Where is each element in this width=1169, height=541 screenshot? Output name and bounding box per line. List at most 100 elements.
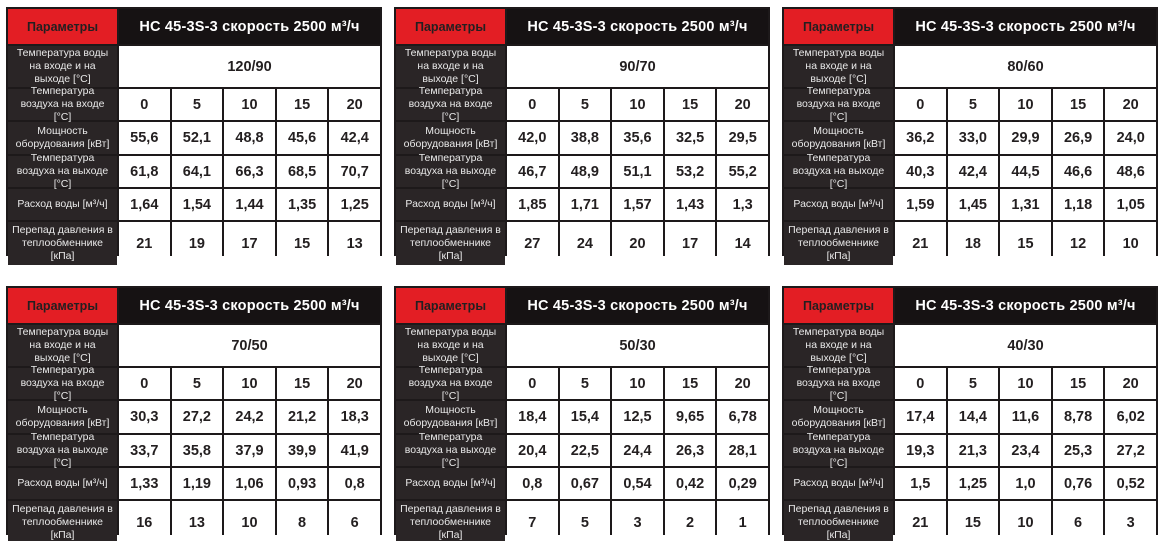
pressure-drop-value: 14 — [717, 222, 768, 266]
water-flow-value: 0,8 — [507, 468, 558, 499]
pressure-drop-value: 19 — [171, 222, 223, 266]
air-out-value: 39,9 — [276, 435, 328, 466]
air-out-value: 19,3 — [895, 435, 946, 466]
pressure-drop-value: 15 — [1000, 222, 1051, 266]
power-value: 38,8 — [559, 122, 611, 154]
pressure-drop-value: 7 — [507, 501, 558, 541]
air-in-value: 10 — [612, 368, 663, 399]
air-in-value: 5 — [559, 89, 611, 120]
power-value: 33,0 — [947, 122, 999, 154]
power-value: 29,5 — [717, 122, 768, 154]
water-flow-value: 0,8 — [329, 468, 380, 499]
row-label-water-temp: Температура воды на входе и на выходе [°… — [396, 46, 505, 87]
row-label-power: Мощность оборудования [кВт] — [8, 122, 117, 154]
water-flow-value: 1,31 — [1000, 189, 1051, 220]
air-in-value: 10 — [1000, 89, 1051, 120]
water-flow-value: 1,59 — [895, 189, 946, 220]
row-label-air-in: Температура воздуха на входе [°C] — [8, 85, 117, 123]
power-value: 12,5 — [612, 401, 663, 433]
air-in-value: 20 — [329, 368, 380, 399]
air-in-value: 0 — [119, 368, 170, 399]
power-value: 55,6 — [119, 122, 170, 154]
air-out-value: 40,3 — [895, 156, 946, 187]
params-badge: Параметры — [784, 9, 893, 44]
row-label-air-in: Температура воздуха на входе [°C] — [396, 364, 505, 402]
pressure-drop-value: 8 — [276, 501, 328, 541]
air-out-value: 37,9 — [224, 435, 275, 466]
air-out-value: 68,5 — [276, 156, 328, 187]
spec-table: Параметры НС 45-3S-3 скорость 2500 м³/ч … — [394, 286, 770, 541]
row-label-water-temp: Температура воды на входе и на выходе [°… — [8, 46, 117, 87]
row-label-air-out: Температура воздуха на выходе [°C] — [396, 431, 505, 469]
air-out-value: 21,3 — [947, 435, 999, 466]
water-flow-value: 1,85 — [507, 189, 558, 220]
spec-table: Параметры НС 45-3S-3 скорость 2500 м³/ч … — [782, 7, 1158, 266]
air-out-value: 70,7 — [329, 156, 380, 187]
air-out-value: 26,3 — [664, 435, 716, 466]
params-badge: Параметры — [396, 288, 505, 323]
table-title: НС 45-3S-3 скорость 2500 м³/ч — [895, 9, 1156, 44]
power-value: 21,2 — [276, 401, 328, 433]
air-in-value: 0 — [119, 89, 170, 120]
row-label-air-in: Температура воздуха на входе [°C] — [8, 364, 117, 402]
table-title: НС 45-3S-3 скорость 2500 м³/ч — [119, 288, 380, 323]
air-in-value: 15 — [1052, 89, 1104, 120]
power-value: 11,6 — [1000, 401, 1051, 433]
power-value: 24,0 — [1105, 122, 1156, 154]
pressure-drop-value: 18 — [947, 222, 999, 266]
row-label-water-temp: Температура воды на входе и на выходе [°… — [396, 325, 505, 366]
row-label-water-flow: Расход воды [м³/ч] — [396, 468, 505, 499]
air-out-value: 33,7 — [119, 435, 170, 466]
air-in-value: 20 — [717, 368, 768, 399]
air-in-value: 10 — [612, 89, 663, 120]
row-label-power: Мощность оборудования [кВт] — [8, 401, 117, 433]
row-label-water-temp: Температура воды на входе и на выходе [°… — [784, 46, 893, 87]
row-label-water-temp: Температура воды на входе и на выходе [°… — [8, 325, 117, 366]
pressure-drop-value: 6 — [329, 501, 380, 541]
row-label-water-flow: Расход воды [м³/ч] — [784, 468, 893, 499]
air-out-value: 46,7 — [507, 156, 558, 187]
power-value: 29,9 — [1000, 122, 1051, 154]
water-flow-value: 1,5 — [895, 468, 946, 499]
air-in-value: 5 — [947, 368, 999, 399]
water-flow-value: 1,3 — [717, 189, 768, 220]
water-temp-value: 90/70 — [507, 46, 768, 87]
water-flow-value: 1,06 — [224, 468, 275, 499]
row-label-pressure-drop: Перепад давления в теплообменнике [кПа] — [784, 501, 893, 541]
pressure-drop-value: 13 — [329, 222, 380, 266]
row-label-water-flow: Расход воды [м³/ч] — [8, 189, 117, 220]
air-in-value: 20 — [717, 89, 768, 120]
water-flow-value: 1,25 — [329, 189, 380, 220]
row-label-pressure-drop: Перепад давления в теплообменнике [кПа] — [8, 501, 117, 541]
row-label-power: Мощность оборудования [кВт] — [784, 401, 893, 433]
water-flow-value: 1,71 — [559, 189, 611, 220]
params-badge: Параметры — [784, 288, 893, 323]
air-in-value: 15 — [276, 368, 328, 399]
air-out-value: 46,6 — [1052, 156, 1104, 187]
air-in-value: 15 — [1052, 368, 1104, 399]
air-out-value: 51,1 — [612, 156, 663, 187]
table-title: НС 45-3S-3 скорость 2500 м³/ч — [507, 9, 768, 44]
pressure-drop-value: 12 — [1052, 222, 1104, 266]
table-title: НС 45-3S-3 скорость 2500 м³/ч — [507, 288, 768, 323]
power-value: 27,2 — [171, 401, 223, 433]
pressure-drop-value: 5 — [559, 501, 611, 541]
row-label-air-out: Температура воздуха на выходе [°C] — [8, 152, 117, 190]
row-label-air-out: Температура воздуха на выходе [°C] — [8, 431, 117, 469]
water-temp-value: 120/90 — [119, 46, 380, 87]
pressure-drop-value: 17 — [664, 222, 716, 266]
air-in-value: 5 — [947, 89, 999, 120]
pressure-drop-value: 24 — [559, 222, 611, 266]
spec-table: Параметры НС 45-3S-3 скорость 2500 м³/ч … — [6, 7, 382, 266]
pressure-drop-value: 15 — [947, 501, 999, 541]
power-value: 48,8 — [224, 122, 275, 154]
water-flow-value: 1,18 — [1052, 189, 1104, 220]
power-value: 6,78 — [717, 401, 768, 433]
air-out-value: 25,3 — [1052, 435, 1104, 466]
air-out-value: 28,1 — [717, 435, 768, 466]
water-flow-value: 1,64 — [119, 189, 170, 220]
pressure-drop-value: 21 — [895, 501, 946, 541]
air-in-value: 10 — [224, 368, 275, 399]
spec-table: Параметры НС 45-3S-3 скорость 2500 м³/ч … — [394, 7, 770, 266]
air-in-value: 5 — [171, 368, 223, 399]
